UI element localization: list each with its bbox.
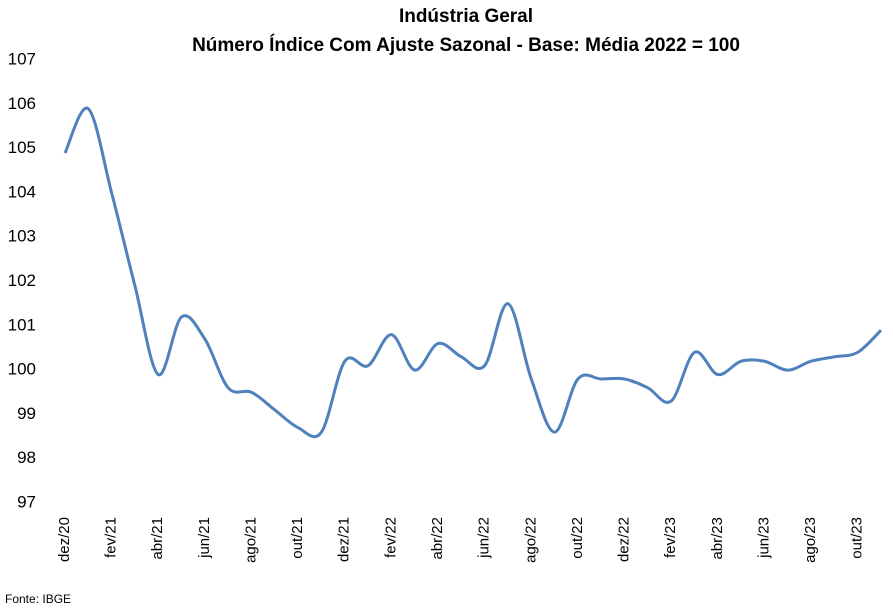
y-tick-label: 103: [8, 227, 36, 246]
x-tick-label: abr/23: [709, 517, 726, 560]
x-tick-label: abr/21: [149, 517, 166, 560]
x-tick-label: fev/21: [103, 517, 120, 558]
x-tick-label: abr/22: [429, 517, 446, 560]
y-tick-label: 100: [8, 360, 36, 379]
x-tick-label: out/21: [289, 517, 306, 559]
source-note: Fonte: IBGE: [5, 592, 71, 606]
chart-title: Indústria Geral: [399, 6, 533, 27]
x-tick-label: ago/22: [522, 517, 539, 563]
y-tick-label: 101: [8, 315, 36, 334]
x-tick-label: dez/21: [336, 517, 353, 562]
y-tick-label: 97: [17, 492, 36, 511]
chart-subtitle: Número Índice Com Ajuste Sazonal - Base:…: [192, 34, 740, 56]
x-tick-label: ago/21: [242, 517, 259, 563]
x-tick-label: fev/22: [382, 517, 399, 558]
y-tick-label: 104: [8, 182, 36, 201]
x-tick-label: jun/23: [755, 517, 772, 559]
y-tick-label: 99: [17, 404, 36, 423]
x-tick-label: out/23: [849, 517, 866, 559]
x-tick-label: ago/23: [802, 517, 819, 563]
x-tick-label: jun/22: [476, 517, 493, 559]
x-tick-label: out/22: [569, 517, 586, 559]
y-tick-label: 102: [8, 271, 36, 290]
x-tick-label: fev/23: [662, 517, 679, 558]
y-tick-label: 98: [17, 448, 36, 467]
data-line: [63, 106, 883, 439]
y-tick-label: 107: [8, 49, 36, 68]
x-tick-label: dez/22: [616, 517, 633, 562]
y-tick-label: 106: [8, 94, 36, 113]
x-tick-label: jun/21: [196, 517, 213, 559]
x-tick-label: dez/20: [56, 517, 73, 562]
y-tick-label: 105: [8, 138, 36, 157]
